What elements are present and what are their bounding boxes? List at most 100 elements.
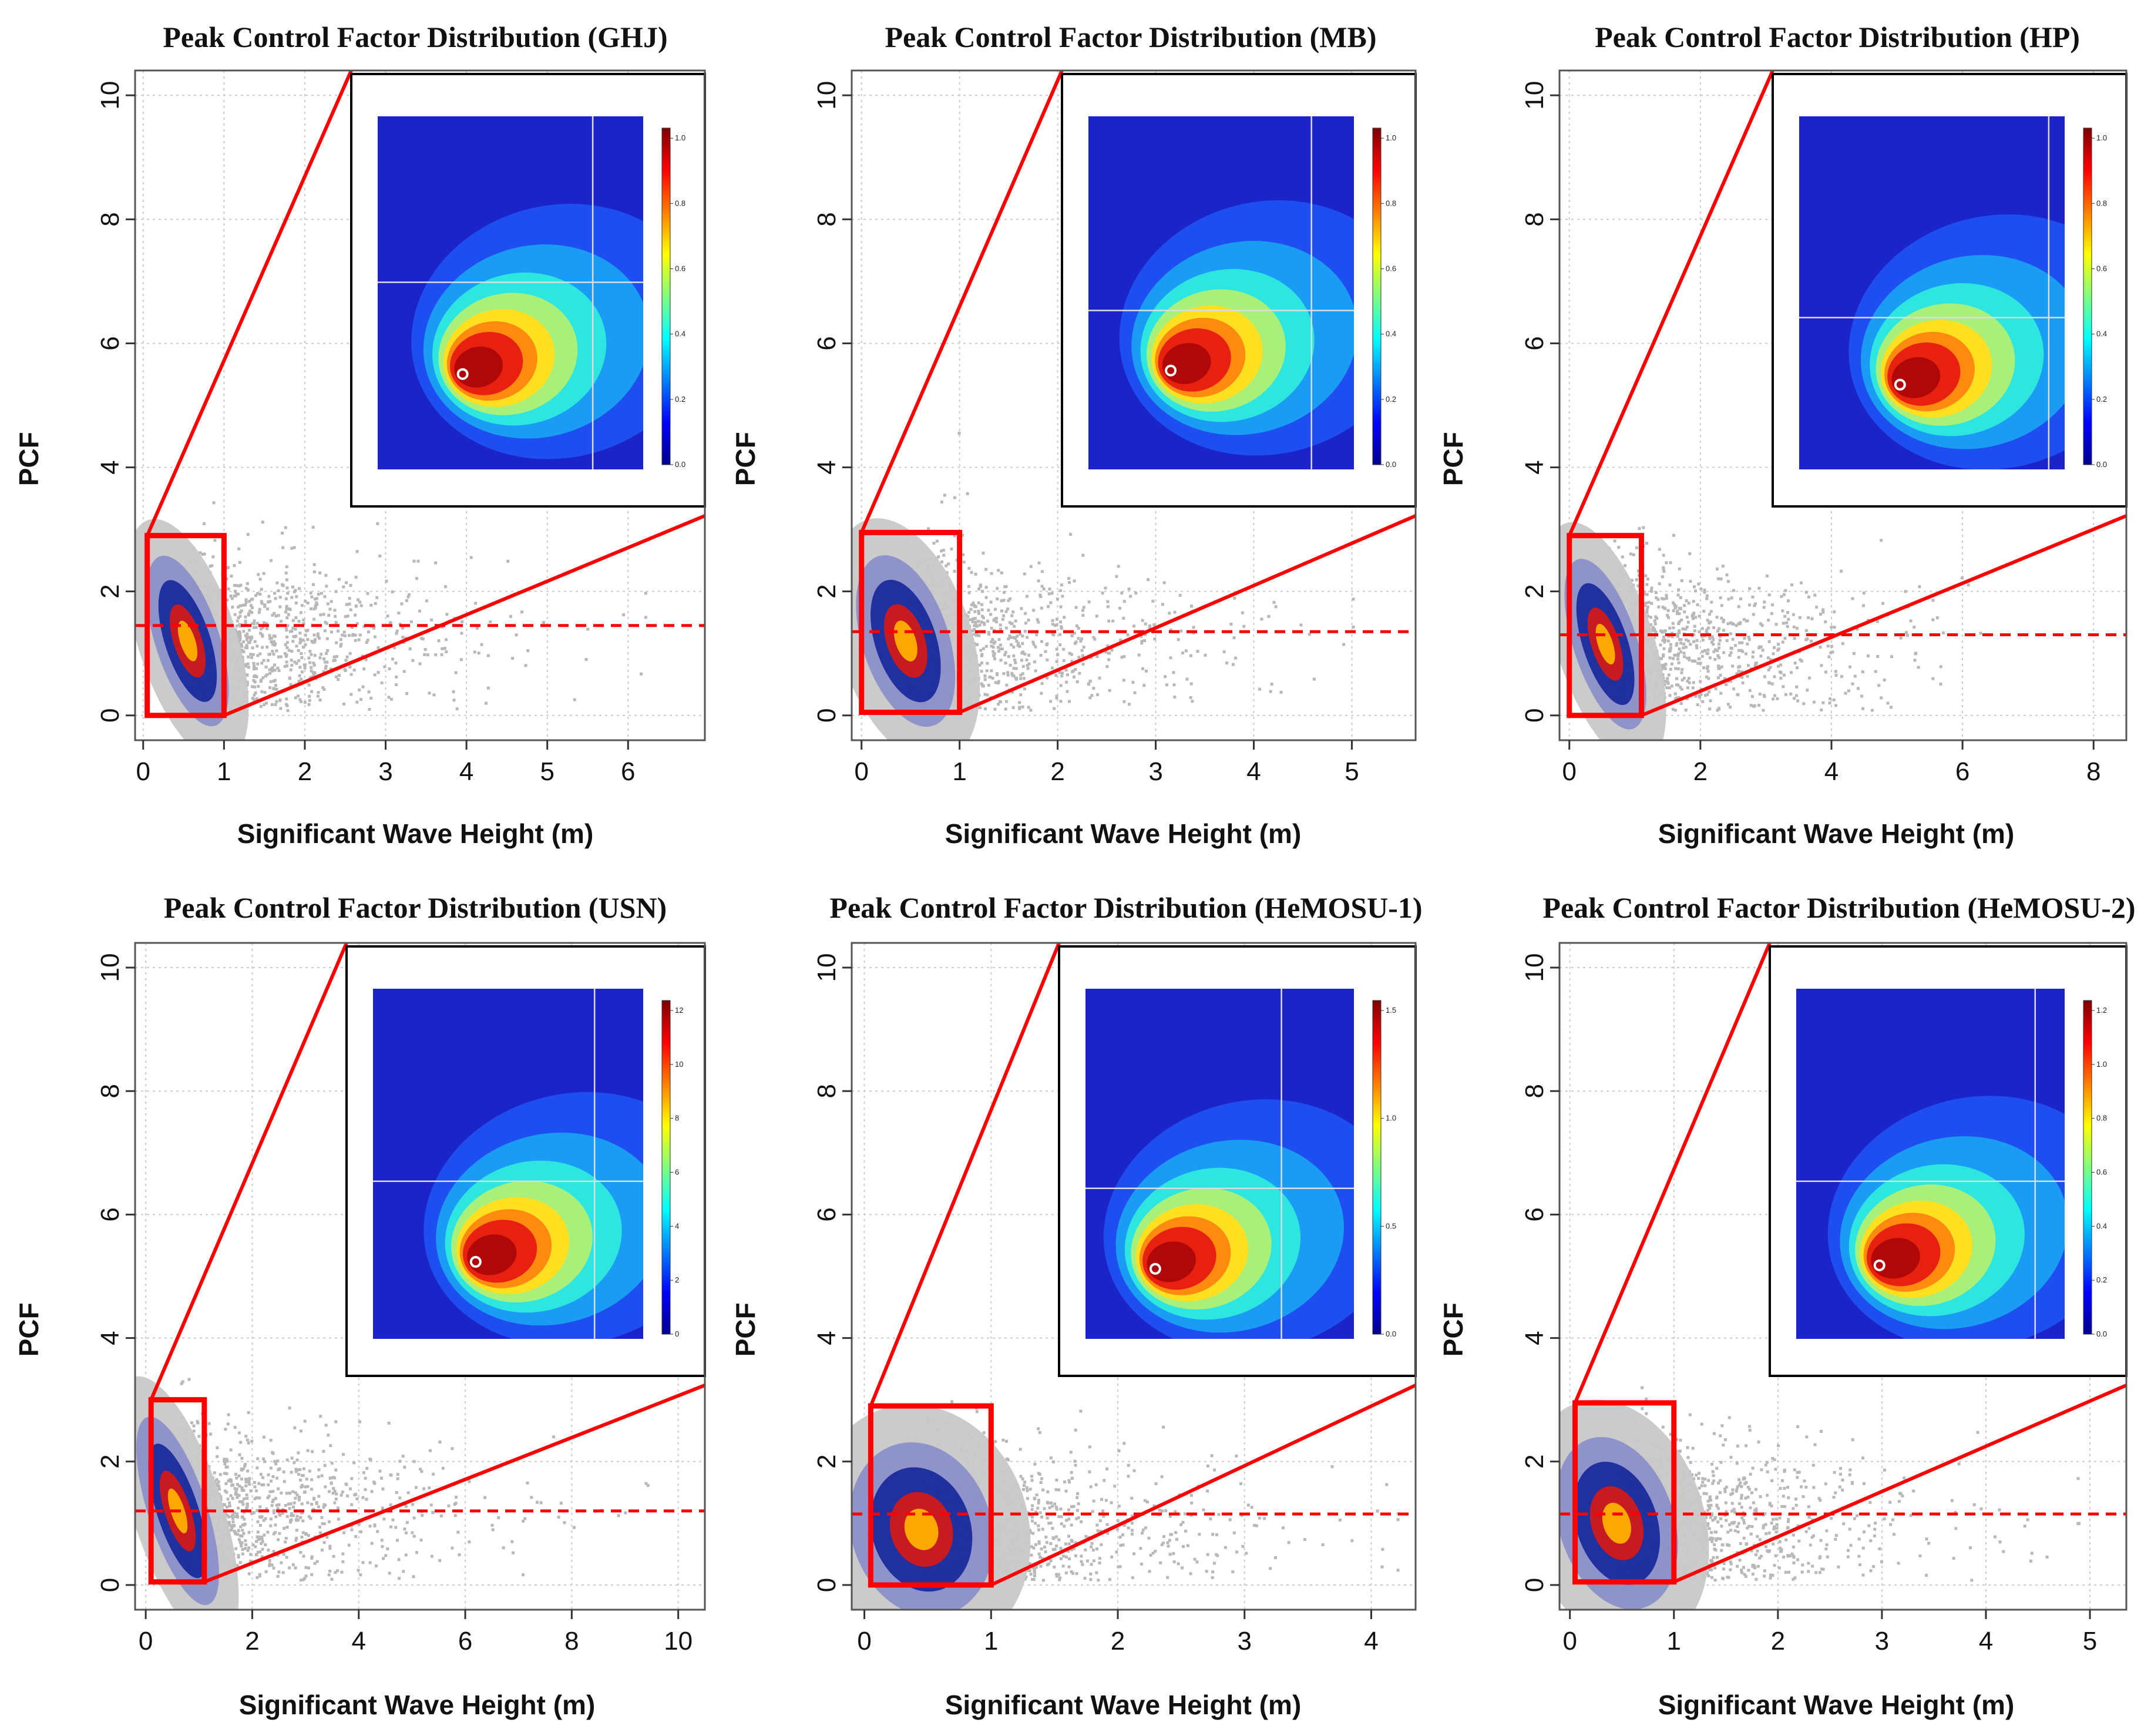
scatter-point xyxy=(1661,597,1664,600)
scatter-point xyxy=(1740,676,1744,679)
scatter-point xyxy=(1647,600,1651,604)
scatter-point xyxy=(1668,583,1672,587)
scatter-point xyxy=(1757,586,1761,590)
scatter-point xyxy=(314,604,317,607)
colorbar-tick-label: 1.0 xyxy=(675,133,685,142)
scatter-point xyxy=(1232,636,1236,640)
scatter-point xyxy=(1007,599,1010,602)
scatter-point xyxy=(224,1482,228,1485)
scatter-point xyxy=(219,1495,223,1498)
scatter-point xyxy=(265,622,268,626)
scatter-point xyxy=(280,1492,283,1495)
scatter-point xyxy=(1002,599,1006,602)
scatter-point xyxy=(1779,676,1783,680)
scatter-point xyxy=(1685,638,1688,642)
scatter-point xyxy=(1662,569,1666,573)
scatter-point xyxy=(1006,673,1010,677)
scatter-point xyxy=(1077,626,1080,630)
scatter-point xyxy=(256,592,260,595)
scatter-point xyxy=(180,1382,183,1385)
scatter-point xyxy=(506,559,510,563)
scatter-point xyxy=(1193,1557,1197,1561)
scatter-point xyxy=(243,1517,246,1521)
scatter-point xyxy=(294,601,298,605)
scatter-point xyxy=(283,652,287,655)
scatter-point xyxy=(278,1513,282,1517)
scatter-point xyxy=(269,1439,273,1442)
scatter-point xyxy=(1169,1533,1173,1536)
scatter-point xyxy=(1033,660,1036,664)
scatter-point xyxy=(454,1495,458,1499)
scatter-point xyxy=(1678,647,1681,651)
scatter-point xyxy=(987,683,990,687)
scatter-point xyxy=(1719,634,1722,638)
scatter-point xyxy=(234,1473,237,1476)
scatter-point xyxy=(1052,1537,1056,1540)
scatter-point xyxy=(424,648,427,652)
scatter-point xyxy=(334,1468,338,1472)
scatter-point xyxy=(328,1547,332,1550)
scatter-point xyxy=(419,1539,423,1542)
scatter-point xyxy=(290,649,294,653)
scatter-point xyxy=(295,1515,299,1518)
scatter-point xyxy=(1043,1507,1046,1510)
scatter-point xyxy=(1663,606,1666,610)
scatter-point xyxy=(1740,670,1744,674)
scatter-point xyxy=(1028,1562,1031,1566)
scatter-point xyxy=(325,652,328,655)
scatter-point xyxy=(228,1504,231,1507)
scatter-point xyxy=(324,664,328,668)
colorbar-tick-label: 0.4 xyxy=(2096,330,2107,338)
scatter-point xyxy=(192,1429,196,1433)
scatter-point xyxy=(315,601,318,605)
scatter-point xyxy=(1856,627,1859,631)
scatter-point xyxy=(1749,704,1753,707)
scatter-point xyxy=(253,622,256,626)
scatter-point xyxy=(1668,647,1672,651)
scatter-point xyxy=(953,496,956,499)
scatter-point xyxy=(1010,673,1014,677)
density-layer-5 xyxy=(177,620,197,662)
scatter-point xyxy=(253,1485,257,1489)
scatter-point xyxy=(1810,639,1813,643)
scatter-point xyxy=(1117,1505,1121,1508)
scatter-point xyxy=(395,1539,399,1542)
scatter-point xyxy=(974,605,977,609)
scatter-point xyxy=(1189,654,1192,657)
scatter-point xyxy=(1338,1518,1342,1522)
scatter-point xyxy=(1717,646,1720,650)
scatter-point xyxy=(1079,639,1083,643)
scatter-point xyxy=(1840,569,1843,573)
scatter-point xyxy=(294,627,297,631)
scatter-point xyxy=(1057,1515,1061,1519)
scatter-point xyxy=(307,683,311,687)
scatter-point xyxy=(942,549,945,552)
scatter-point xyxy=(1781,609,1784,613)
scatter-point xyxy=(1232,663,1235,666)
scatter-point xyxy=(1692,600,1695,603)
y-tick-label: 6 xyxy=(812,1207,841,1221)
scatter-point xyxy=(240,644,244,648)
scatter-point xyxy=(244,663,247,666)
scatter-point xyxy=(1840,675,1843,679)
scatter-point xyxy=(982,616,985,619)
scatter-point xyxy=(1732,589,1735,592)
scatter-point xyxy=(290,659,293,662)
scatter-point xyxy=(1040,570,1044,573)
scatter-point xyxy=(1131,1576,1134,1580)
scatter-point xyxy=(241,1503,245,1506)
scatter-point xyxy=(260,1535,263,1539)
scatter-point xyxy=(215,1483,219,1487)
scatter-point xyxy=(238,631,242,634)
scatter-point xyxy=(207,1422,211,1425)
colorbar-tick-label: 0.8 xyxy=(1386,199,1396,207)
scatter-point xyxy=(1162,581,1166,585)
scatter-point xyxy=(1779,1487,1782,1490)
scatter-point xyxy=(1118,1535,1122,1539)
scatter-point xyxy=(244,622,247,625)
scatter-point xyxy=(999,627,1002,631)
scatter-point xyxy=(1667,634,1671,638)
scatter-point xyxy=(369,603,373,607)
scatter-point xyxy=(1032,609,1036,612)
scatter-point xyxy=(1873,1527,1877,1531)
